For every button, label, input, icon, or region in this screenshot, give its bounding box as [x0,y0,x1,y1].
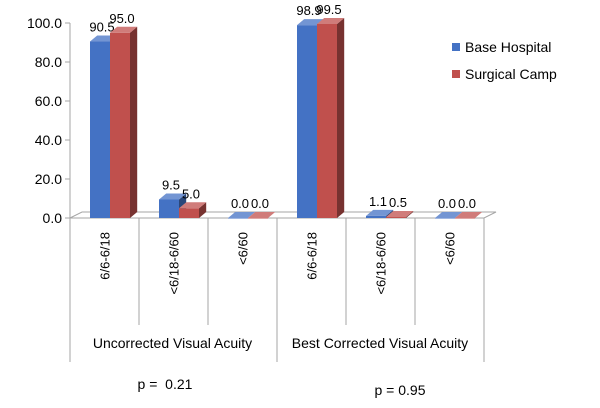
group-label-uncorrected: Uncorrected Visual Acuity [92,335,253,351]
bar-base-hospital [366,215,386,218]
bar-surgical-camp [455,218,475,219]
data-label: 9.5 [162,177,180,192]
bar-surgical-camp [248,218,268,219]
x-tick-label: <6/18-6/60 [374,232,389,295]
bar-base-hospital [297,25,317,218]
bar-surgical-camp [386,217,406,218]
y-tick-label: 20.0 [35,171,62,187]
bar-base-hospital [159,199,179,218]
data-label: 95.0 [109,11,134,26]
data-label: 0.0 [438,196,456,211]
data-label: 98.9 [296,3,321,18]
data-label: 0.0 [251,196,269,211]
data-label: 5.0 [182,186,200,201]
group-label-best-corrected: Best Corrected Visual Acuity [291,335,469,351]
y-tick-label: 40.0 [35,132,62,148]
bar-surgical-camp [179,208,199,218]
bar-base-hospital [90,41,110,219]
bar-side-surgical-camp [337,17,345,218]
x-tick-label: <6/18-6/60 [167,232,182,295]
legend-swatch-base-hospital [452,43,460,51]
data-label: 0.0 [458,196,476,211]
legend-label-base-hospital: Base Hospital [465,39,552,55]
data-label: 90.5 [89,20,114,35]
x-tick-label: <6/60 [236,232,251,265]
x-tick-label: <6/60 [443,232,458,265]
bar-top-base-hospital [435,212,463,218]
bar-top-surgical-camp [317,17,345,24]
bar-top-base-hospital [228,212,256,218]
bar-top-base-hospital [366,209,394,216]
bar-base-hospital [435,218,455,219]
bar-side-surgical-camp [406,211,414,218]
x-tick-label: 6/6-6/18 [98,232,113,280]
legend-item-surgical-camp: Surgical Camp [452,65,557,83]
y-tick-label: 0.0 [43,210,63,226]
bar-surgical-camp [110,32,130,218]
legend-item-base-hospital: Base Hospital [452,38,557,56]
bar-base-hospital [228,218,248,219]
bar-top-base-hospital [159,193,187,200]
bar-surgical-camp [317,23,337,218]
bar-top-surgical-camp [179,202,207,209]
bar-top-surgical-camp [110,26,138,33]
legend-label-surgical-camp: Surgical Camp [465,66,557,82]
y-tick-label: 60.0 [35,93,62,109]
x-tick-label: 6/6-6/18 [305,232,320,280]
p-value-best-corrected: p = 0.95 [374,382,426,398]
bar-side-surgical-camp [130,26,138,218]
bar-top-surgical-camp [248,212,276,218]
bar-side-surgical-camp [199,202,207,218]
data-label: 1.1 [369,194,387,209]
y-tick-label: 80.0 [35,54,62,70]
bar-top-surgical-camp [386,211,414,218]
y-tick-label: 100.0 [27,15,62,31]
bar-top-surgical-camp [455,212,483,218]
data-label: 0.0 [231,196,249,211]
data-label: 99.5 [316,2,341,17]
legend: Base Hospital Surgical Camp [452,38,557,92]
p-value-uncorrected: p = 0.21 [137,376,193,392]
data-label: 0.5 [389,195,407,210]
legend-swatch-surgical-camp [452,70,460,78]
